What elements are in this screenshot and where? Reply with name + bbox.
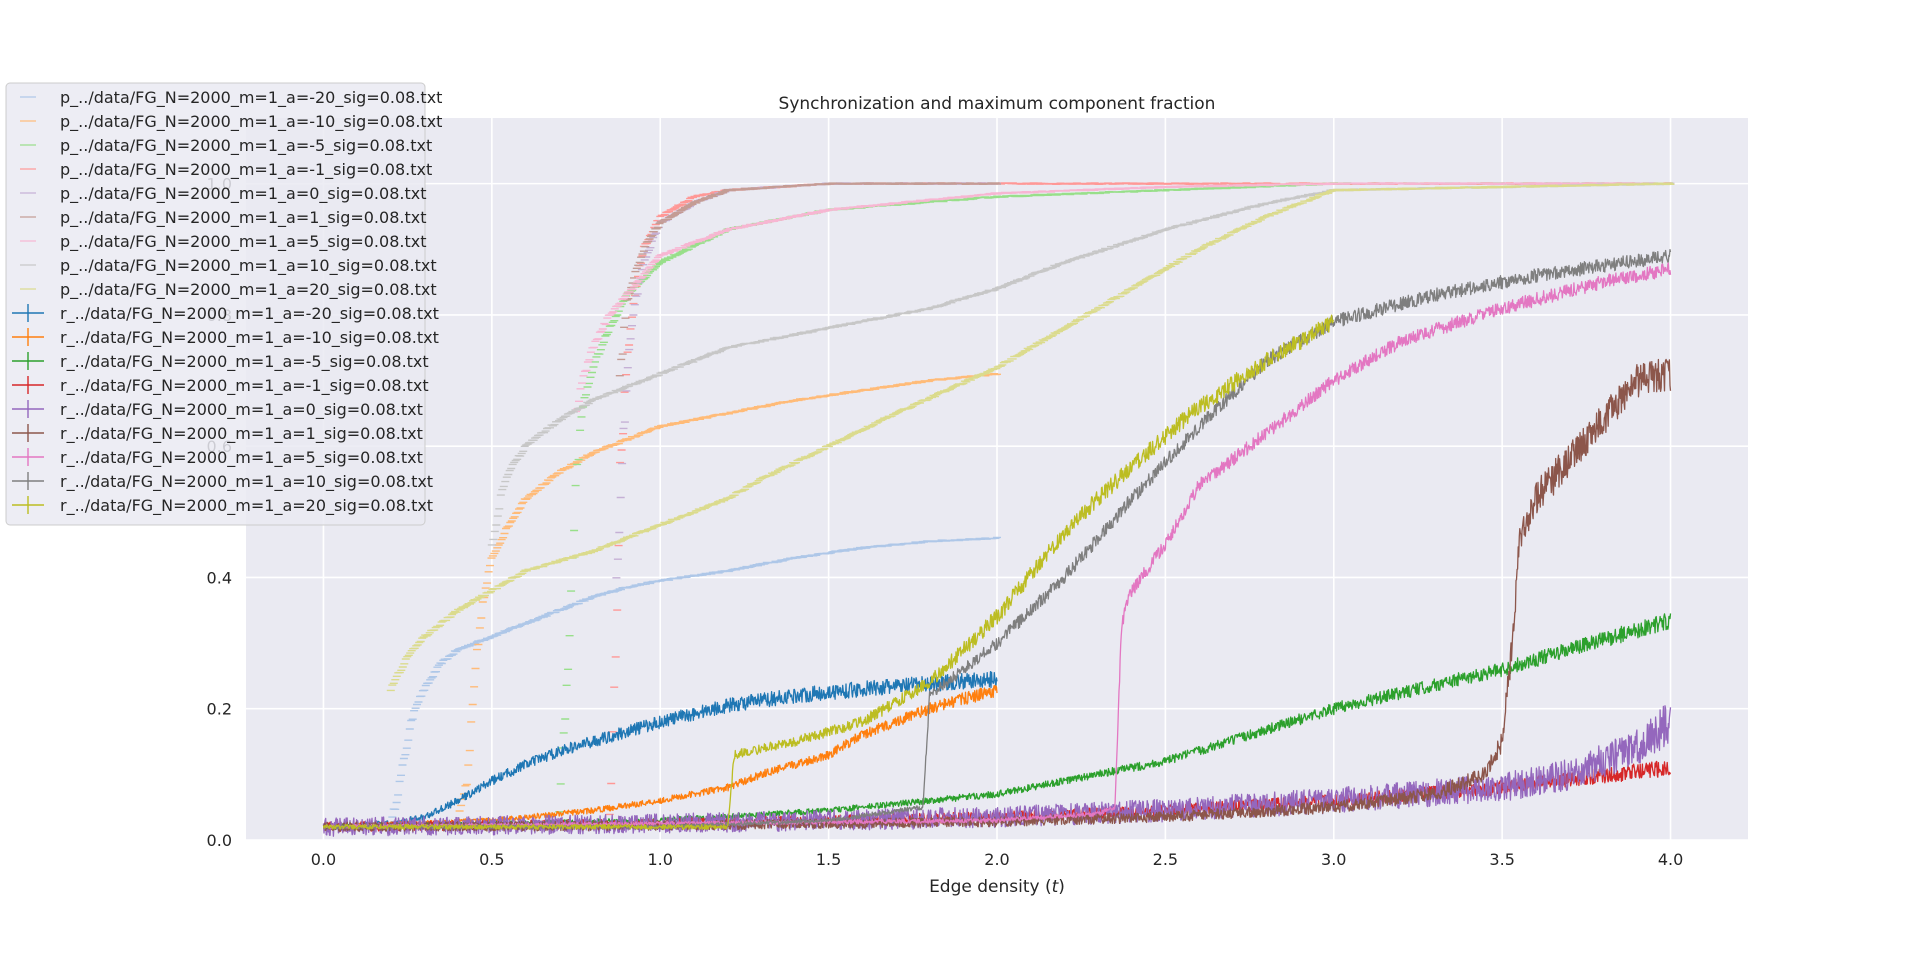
legend-label: r_../data/FG_N=2000_m=1_a=20_sig=0.08.tx… <box>60 496 433 516</box>
legend-swatch <box>12 376 44 394</box>
x-tick-label: 0.5 <box>479 850 504 869</box>
legend-swatch <box>12 448 44 466</box>
x-tick-label: 1.5 <box>816 850 841 869</box>
legend-swatch <box>12 472 44 490</box>
series-line <box>323 262 1672 830</box>
legend-item: r_../data/FG_N=2000_m=1_a=-1_sig=0.08.tx… <box>12 376 429 396</box>
legend-item: p_../data/FG_N=2000_m=1_a=-20_sig=0.08.t… <box>20 88 442 108</box>
legend-label: p_../data/FG_N=2000_m=1_a=20_sig=0.08.tx… <box>60 280 437 300</box>
legend-label: p_../data/FG_N=2000_m=1_a=10_sig=0.08.tx… <box>60 256 437 276</box>
legend-item: p_../data/FG_N=2000_m=1_a=0_sig=0.08.txt <box>20 184 426 204</box>
legend-item: r_../data/FG_N=2000_m=1_a=-5_sig=0.08.tx… <box>12 352 429 372</box>
legend-label: p_../data/FG_N=2000_m=1_a=-1_sig=0.08.tx… <box>60 160 432 180</box>
series-line <box>323 671 998 831</box>
x-axis-label-prefix: Edge density ( <box>929 877 1052 897</box>
x-tick-label: 4.0 <box>1658 850 1683 869</box>
series-line <box>322 314 1335 830</box>
legend-item: r_../data/FG_N=2000_m=1_a=0_sig=0.08.txt <box>12 400 423 420</box>
series-markers <box>386 182 1675 692</box>
legend-item: p_../data/FG_N=2000_m=1_a=-5_sig=0.08.tx… <box>20 136 432 156</box>
x-tick-label: 2.5 <box>1153 850 1178 869</box>
series-marker-path <box>615 182 1001 377</box>
legend-label: r_../data/FG_N=2000_m=1_a=-1_sig=0.08.tx… <box>60 376 429 396</box>
x-axis-label: Edge density (t) <box>929 877 1065 897</box>
legend-label: p_../data/FG_N=2000_m=1_a=-20_sig=0.08.t… <box>60 88 442 108</box>
legend-item: r_../data/FG_N=2000_m=1_a=1_sig=0.08.txt <box>12 424 423 444</box>
legend-item: p_../data/FG_N=2000_m=1_a=5_sig=0.08.txt <box>20 232 426 252</box>
x-tick-label: 3.0 <box>1321 850 1346 869</box>
legend-item: r_../data/FG_N=2000_m=1_a=-20_sig=0.08.t… <box>12 304 439 324</box>
legend-box <box>5 82 426 526</box>
legend-swatch <box>12 328 44 346</box>
x-tick-label: 0.0 <box>311 850 336 869</box>
x-axis-label-suffix: ) <box>1058 877 1065 897</box>
legend-swatch <box>12 424 44 442</box>
legend-label: r_../data/FG_N=2000_m=1_a=-10_sig=0.08.t… <box>60 328 439 348</box>
y-tick-label: 0.4 <box>207 568 232 587</box>
legend-item: p_../data/FG_N=2000_m=1_a=10_sig=0.08.tx… <box>20 256 437 276</box>
legend-item: r_../data/FG_N=2000_m=1_a=-10_sig=0.08.t… <box>12 328 439 348</box>
legend-item: r_../data/FG_N=2000_m=1_a=5_sig=0.08.txt <box>12 448 423 468</box>
series-group <box>322 182 1675 837</box>
legend-swatch <box>12 496 44 514</box>
legend-label: r_../data/FG_N=2000_m=1_a=-20_sig=0.08.t… <box>60 304 439 324</box>
x-tick-label: 2.0 <box>984 850 1009 869</box>
y-tick-label: 0.2 <box>207 700 232 719</box>
x-tick-label: 1.0 <box>648 850 673 869</box>
legend-label: p_../data/FG_N=2000_m=1_a=1_sig=0.08.txt <box>60 208 426 228</box>
legend-item: p_../data/FG_N=2000_m=1_a=-1_sig=0.08.tx… <box>20 160 432 180</box>
chart-title: Synchronization and maximum component fr… <box>779 94 1216 114</box>
legend-item: p_../data/FG_N=2000_m=1_a=-10_sig=0.08.t… <box>20 112 442 132</box>
legend-label: p_../data/FG_N=2000_m=1_a=5_sig=0.08.txt <box>60 232 426 252</box>
x-axis-label-var: t <box>1052 877 1060 897</box>
legend: p_../data/FG_N=2000_m=1_a=-20_sig=0.08.t… <box>5 82 442 526</box>
legend-swatch <box>12 352 44 370</box>
series-clip <box>322 182 1675 837</box>
legend-label: r_../data/FG_N=2000_m=1_a=1_sig=0.08.txt <box>60 424 423 444</box>
legend-label: r_../data/FG_N=2000_m=1_a=0_sig=0.08.txt <box>60 400 423 420</box>
legend-label: r_../data/FG_N=2000_m=1_a=5_sig=0.08.txt <box>60 448 423 468</box>
legend-item: p_../data/FG_N=2000_m=1_a=1_sig=0.08.txt <box>20 208 426 228</box>
legend-label: p_../data/FG_N=2000_m=1_a=0_sig=0.08.txt <box>60 184 426 204</box>
legend-label: r_../data/FG_N=2000_m=1_a=10_sig=0.08.tx… <box>60 472 433 492</box>
legend-item: p_../data/FG_N=2000_m=1_a=20_sig=0.08.tx… <box>20 280 437 300</box>
y-tick-label: 0.0 <box>207 831 232 850</box>
x-ticks: 0.0 0.5 1.0 1.5 2.0 2.5 3.0 3.5 4.0 <box>311 850 1684 869</box>
series-markers <box>615 182 1001 377</box>
legend-label: p_../data/FG_N=2000_m=1_a=-10_sig=0.08.t… <box>60 112 442 132</box>
series-marker-path <box>386 182 1675 692</box>
legend-swatch <box>12 304 44 322</box>
legend-item: r_../data/FG_N=2000_m=1_a=10_sig=0.08.tx… <box>12 472 433 492</box>
legend-label: p_../data/FG_N=2000_m=1_a=-5_sig=0.08.tx… <box>60 136 432 156</box>
legend-swatch <box>12 400 44 418</box>
x-tick-label: 3.5 <box>1489 850 1514 869</box>
series-line <box>323 248 1672 830</box>
legend-item: r_../data/FG_N=2000_m=1_a=20_sig=0.08.tx… <box>12 496 433 516</box>
legend-label: r_../data/FG_N=2000_m=1_a=-5_sig=0.08.tx… <box>60 352 429 372</box>
